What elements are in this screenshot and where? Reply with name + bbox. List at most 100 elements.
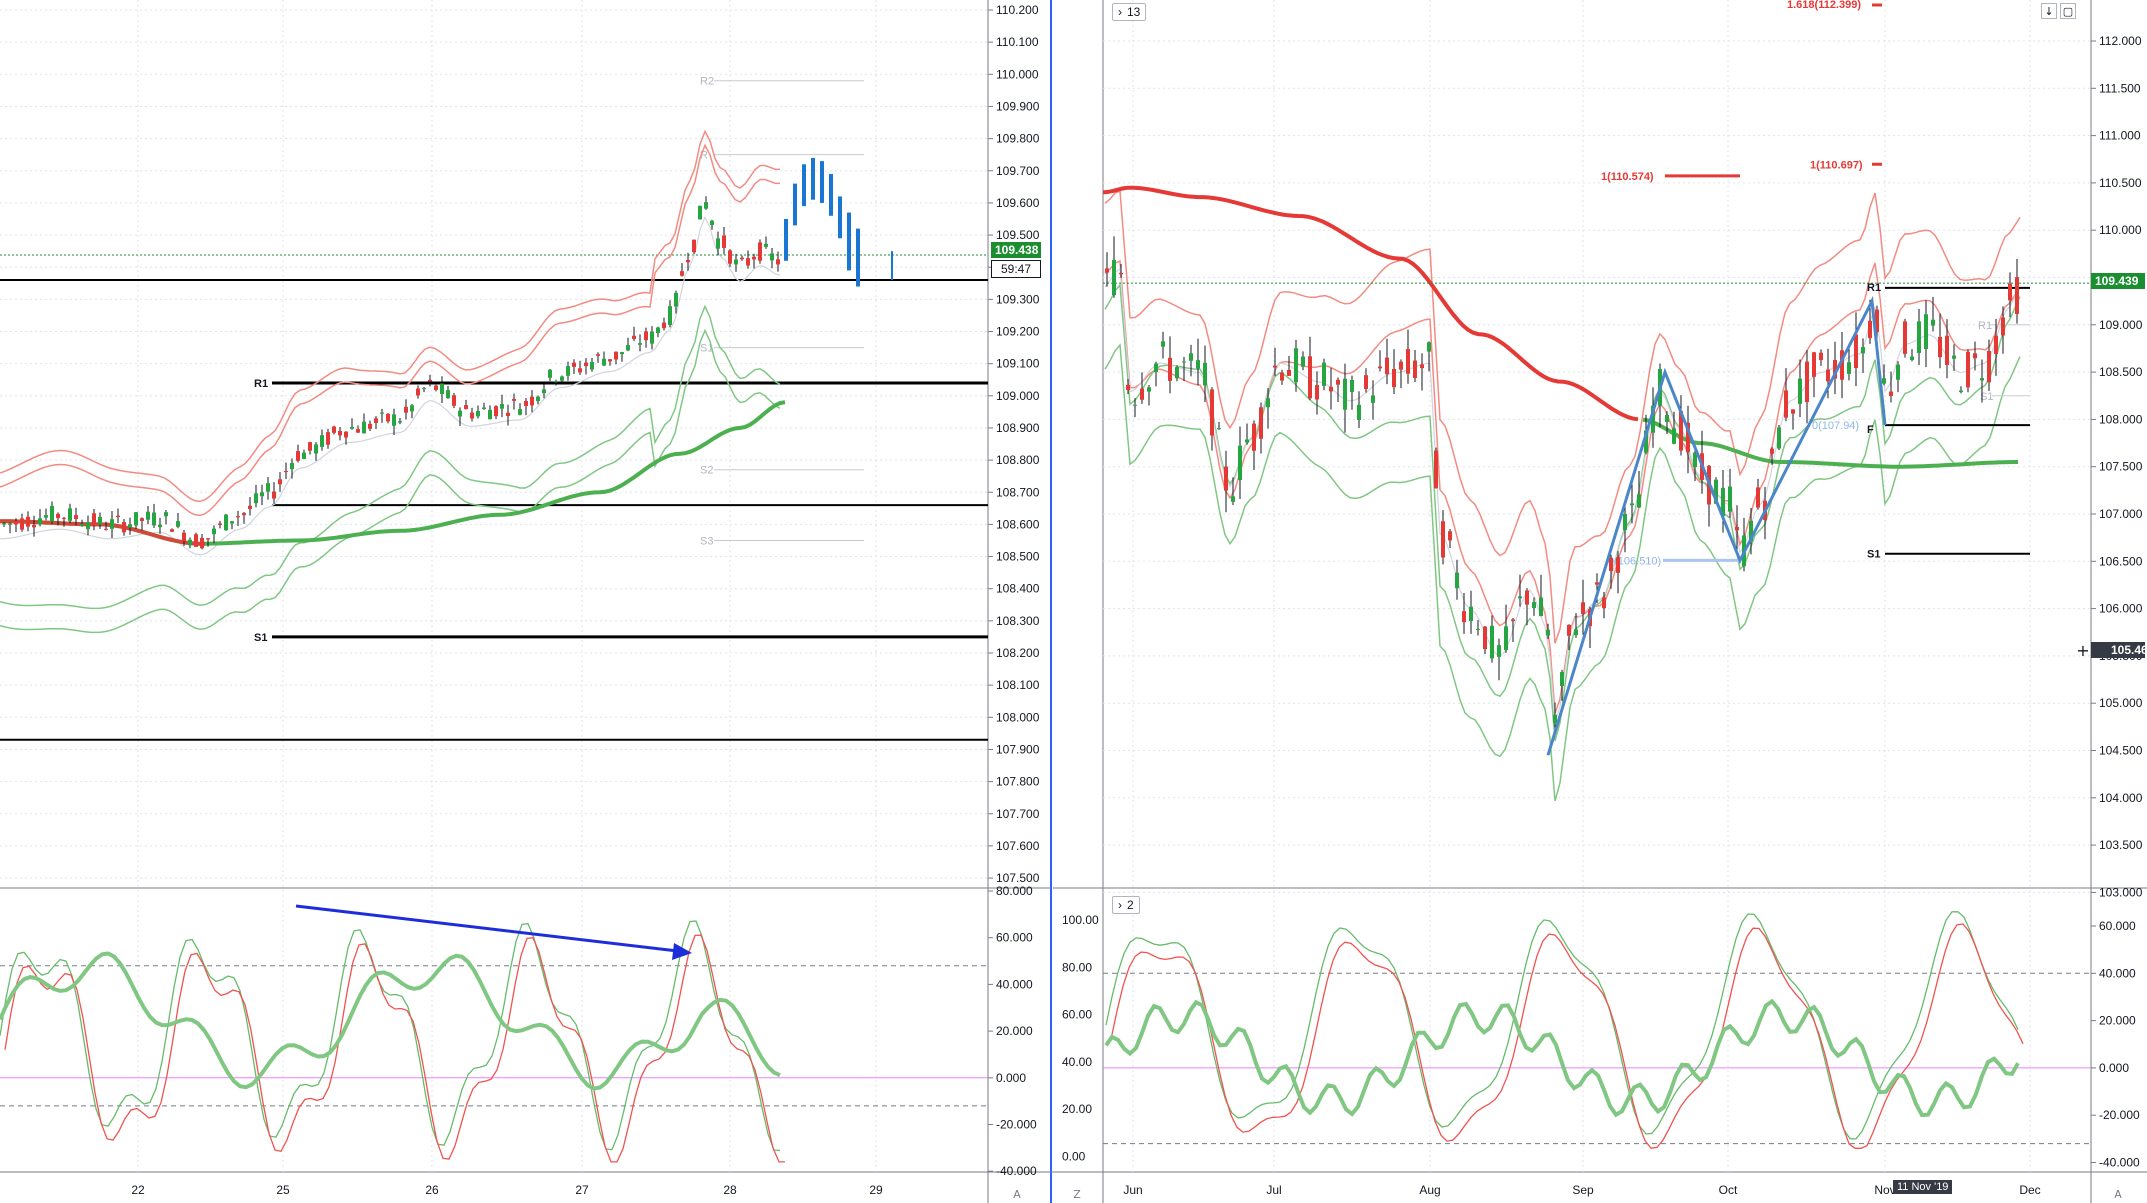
- candle-body: [764, 243, 768, 247]
- fib-label-1a: 1(110.574): [1601, 171, 1654, 183]
- left-last-price-tag: 109.438: [991, 242, 1041, 258]
- price-tick-label: 110.000: [2099, 223, 2142, 237]
- price-tick-label: 109.700: [996, 164, 1040, 178]
- pivot-label-r1: R1: [254, 378, 268, 390]
- candle-body: [1595, 582, 1599, 585]
- candle-body: [698, 205, 702, 220]
- candle-body: [566, 366, 570, 376]
- divergence-arrow: [295, 904, 687, 954]
- oscillator-toggle-button[interactable]: › 2: [1112, 896, 1140, 914]
- candle-body: [512, 398, 516, 401]
- price-tick-label: 109.000: [996, 389, 1040, 403]
- price-tick-label: 109.500: [996, 228, 1040, 242]
- candle-body: [272, 491, 276, 499]
- faint-pivot-label: S1: [700, 343, 713, 355]
- candle-body: [32, 524, 36, 528]
- oscillator-right-tick-label: 40.000: [2099, 966, 2136, 980]
- candle-body: [1490, 625, 1494, 659]
- oscillator-left-tick-label: 60.00: [1062, 1008, 1092, 1022]
- price-tick-label: 107.500: [2099, 460, 2143, 474]
- candle-body: [158, 524, 162, 528]
- candle-body: [758, 242, 762, 261]
- candle-body: [1322, 362, 1326, 386]
- time-tick-label: 27: [575, 1183, 589, 1197]
- candle-body: [1630, 503, 1634, 506]
- candle-body: [722, 235, 726, 248]
- candle-body: [206, 538, 210, 540]
- candle-body: [1315, 385, 1319, 400]
- candle-body: [2001, 317, 2005, 336]
- interval-button[interactable]: › 13: [1112, 3, 1147, 21]
- candle-body: [140, 518, 144, 522]
- right-axis-log-button[interactable]: Z: [1069, 1186, 1085, 1202]
- candle-body: [1777, 427, 1781, 449]
- candle-body: [1364, 375, 1368, 389]
- divergence-arrowhead: [672, 943, 692, 960]
- candle-body: [1140, 388, 1144, 400]
- candle-body: [716, 238, 720, 249]
- left-candles: [2, 196, 780, 550]
- left-price-axis: 110.200 110.100 110.000 109.900 109.800 109.7…: [988, 3, 1040, 885]
- chevron-right-icon: ›: [1118, 5, 1122, 19]
- candle-body: [1413, 360, 1417, 378]
- candle-body: [1819, 352, 1823, 361]
- left-time-axis: 22 25 26 27 28 29: [131, 1183, 883, 1197]
- fib-label-1618: 1.618(112.399): [1787, 0, 1861, 11]
- candle-body: [200, 537, 204, 549]
- mid-band-grey: [1104, 267, 2021, 723]
- candle-body: [176, 521, 180, 527]
- price-tick-label: 108.500: [996, 550, 1040, 564]
- candle-body: [446, 390, 450, 399]
- right-axis-auto-button[interactable]: A: [2110, 1186, 2126, 1202]
- candle-body: [1616, 557, 1620, 573]
- oscillator-left-tick-label: 20.00: [1062, 1102, 1092, 1116]
- left-axis-auto-button[interactable]: A: [1009, 1186, 1025, 1202]
- price-tick-label: 108.600: [996, 517, 1040, 531]
- oscillator-right-tick-label: 0.000: [2099, 1061, 2129, 1075]
- price-tick-label: 109.200: [996, 325, 1040, 339]
- candle-body: [1574, 629, 1578, 636]
- candle-body: [1161, 341, 1165, 347]
- candle-body: [494, 406, 498, 417]
- faint-pivot-label: S2: [700, 465, 713, 477]
- candle-body: [1483, 626, 1487, 650]
- candle-body: [2015, 277, 2019, 314]
- price-tick-label: 108.300: [996, 614, 1040, 628]
- candle-body: [1539, 597, 1543, 617]
- left-projection: [784, 157, 893, 287]
- time-tick-label: 28: [723, 1183, 737, 1197]
- oscillator-tick-label: 80.000: [996, 884, 1033, 898]
- candle-body: [1833, 359, 1837, 379]
- right-time-axis: Jun Jul Aug Sep Oct Nov Dec: [1123, 1183, 2040, 1197]
- candle-body: [1525, 590, 1529, 605]
- oscillator-right-tick-label: -40.000: [2099, 1156, 2140, 1170]
- candle-body: [458, 410, 462, 417]
- right-pivots: R1 F S1 R1 S1: [1103, 282, 2091, 561]
- upper-band-red: [0, 129, 781, 503]
- candle-body: [1847, 362, 1851, 374]
- candle-body: [1581, 602, 1585, 614]
- oscillator-left-tick-label: 0.00: [1062, 1150, 1086, 1164]
- crosshair-price-tag: 105.466: [2091, 642, 2147, 658]
- candle-body: [1147, 387, 1151, 392]
- price-tick-label: 107.500: [996, 871, 1040, 885]
- price-tick-label: 105.000: [2099, 696, 2143, 710]
- candle-body: [80, 524, 84, 526]
- right-bands: [1102, 185, 2021, 802]
- download-icon[interactable]: ↓: [2041, 3, 2057, 19]
- stochastic-d: [1110, 923, 2024, 1149]
- candle-body: [194, 534, 198, 547]
- candle-body: [1553, 714, 1557, 724]
- candle-body: [1217, 428, 1221, 430]
- candle-body: [608, 359, 612, 362]
- oscillator-tick-label: 60.000: [996, 931, 1033, 945]
- candle-body: [1721, 487, 1725, 517]
- candle-body: [1546, 629, 1550, 636]
- left-grid: [0, 0, 988, 1172]
- candle-body: [1931, 319, 1935, 326]
- candle-body: [1469, 606, 1473, 622]
- candle-body: [1168, 357, 1172, 381]
- fullscreen-icon[interactable]: ▢: [2060, 3, 2076, 19]
- pivot-label-s1: S1: [1867, 549, 1880, 561]
- candle-body: [1840, 350, 1844, 380]
